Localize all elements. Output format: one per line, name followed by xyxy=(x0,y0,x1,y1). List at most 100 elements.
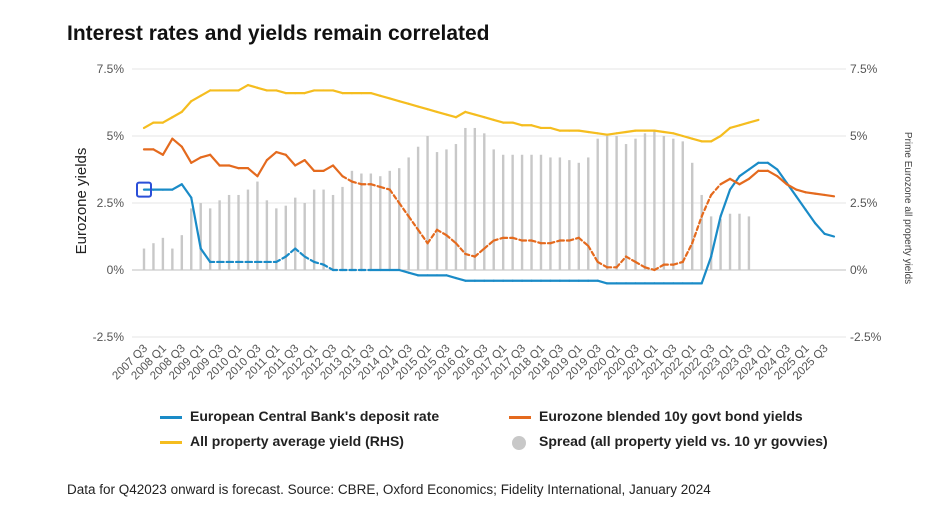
bond-segment xyxy=(209,153,221,167)
ecb-segment xyxy=(275,255,287,264)
ecb-segment xyxy=(738,168,751,178)
spread-bar xyxy=(643,133,647,270)
bond-segment xyxy=(350,180,363,186)
series-lines xyxy=(142,83,836,285)
spread-bar xyxy=(407,157,410,270)
legend-swatch-property xyxy=(160,441,182,444)
y2-tick-label: 2.5% xyxy=(850,196,878,210)
y2-tick-label: -2.5% xyxy=(850,330,882,344)
property-segment xyxy=(662,130,675,135)
bond-segment xyxy=(426,228,439,245)
bond-segment xyxy=(341,175,354,183)
ecb-segment xyxy=(795,195,807,211)
property-segment xyxy=(464,110,476,116)
ecb-segment xyxy=(719,188,732,218)
bond-segment xyxy=(549,239,561,245)
property-segment xyxy=(549,126,561,132)
property-segment xyxy=(199,89,212,97)
property-segment xyxy=(246,83,259,89)
spread-bar xyxy=(398,168,401,270)
ecb-segment xyxy=(710,215,722,258)
property-segment xyxy=(672,132,684,138)
spread-bar xyxy=(596,138,599,270)
grid-layer xyxy=(132,68,846,338)
footnote: Data for Q42023 onward is forecast. Sour… xyxy=(67,482,711,497)
spread-bar xyxy=(152,243,155,270)
y-tick-label: 5% xyxy=(107,129,125,143)
ecb-start-marker xyxy=(136,181,152,198)
bond-segment xyxy=(294,159,306,167)
spread-bar xyxy=(445,149,448,270)
spread-bar xyxy=(312,189,316,270)
spread-bar xyxy=(587,157,590,270)
bond-segment xyxy=(265,150,278,162)
ecb-segment xyxy=(294,247,306,258)
spread-bar xyxy=(416,146,420,270)
bond-segment xyxy=(161,137,174,156)
spread-bar xyxy=(199,203,202,270)
property-segment xyxy=(511,121,524,127)
property-segment xyxy=(747,118,760,124)
bond-segment xyxy=(483,239,495,250)
property-segment xyxy=(445,113,458,119)
bond-segment xyxy=(710,183,722,197)
property-segment xyxy=(454,110,467,119)
spread-bar xyxy=(246,189,250,270)
ecb-segment xyxy=(823,232,836,238)
bond-segment xyxy=(190,156,202,164)
spread-bar xyxy=(256,181,259,270)
property-segment xyxy=(275,89,287,95)
spread-bar xyxy=(218,200,221,270)
spread-bar xyxy=(237,194,240,270)
spread-bar xyxy=(265,200,269,270)
bond-segment xyxy=(322,164,335,172)
property-segment xyxy=(417,105,429,111)
bond-segment xyxy=(473,247,486,258)
spread-bar xyxy=(520,154,524,270)
spread-bar xyxy=(369,173,373,270)
bond-segment xyxy=(180,145,193,164)
ecb-segment xyxy=(766,161,779,171)
property-segment xyxy=(483,116,495,122)
property-segment xyxy=(653,129,665,134)
spread-bar xyxy=(577,162,580,270)
bond-segment xyxy=(577,236,590,247)
bond-segment xyxy=(246,167,259,178)
property-segment xyxy=(161,116,174,124)
spread-bar xyxy=(738,213,741,270)
bond-segment xyxy=(596,260,609,269)
spread-bar xyxy=(511,154,514,270)
property-segment xyxy=(303,89,316,95)
spread-bar xyxy=(728,213,732,270)
y2-tick-label: 7.5% xyxy=(850,62,878,76)
property-segment xyxy=(180,100,193,113)
chart-title: Interest rates and yields remain correla… xyxy=(67,22,490,45)
legend-label-ecb: European Central Bank's deposit rate xyxy=(190,408,440,424)
bond-segment xyxy=(464,252,476,258)
ecb-segment xyxy=(398,268,410,274)
bond-segment xyxy=(227,164,240,170)
bond-segment xyxy=(417,228,429,245)
spread-bar xyxy=(275,208,278,270)
property-segment xyxy=(606,132,618,136)
spread-bar xyxy=(530,154,533,270)
ecb-segment xyxy=(180,183,193,199)
bond-segment xyxy=(691,215,703,245)
bond-segment xyxy=(369,183,382,189)
property-segment xyxy=(190,94,202,103)
spread-bar xyxy=(634,138,637,270)
property-segment xyxy=(615,130,628,135)
legend-label-spread: Spread (all property yield vs. 10 yr gov… xyxy=(539,433,828,449)
bond-segment xyxy=(587,244,599,264)
spread-bar xyxy=(303,203,306,270)
bond-segment xyxy=(804,191,817,195)
spread-bar xyxy=(615,136,618,270)
bond-segment xyxy=(445,234,458,245)
property-segment xyxy=(331,89,344,95)
y-tick-label: -2.5% xyxy=(93,330,125,344)
spread-bar xyxy=(142,248,146,270)
y-axis-title: Eurozone yields xyxy=(73,148,90,255)
ecb-segment xyxy=(454,276,467,282)
spread-bar xyxy=(426,136,429,270)
property-segment xyxy=(596,132,609,136)
